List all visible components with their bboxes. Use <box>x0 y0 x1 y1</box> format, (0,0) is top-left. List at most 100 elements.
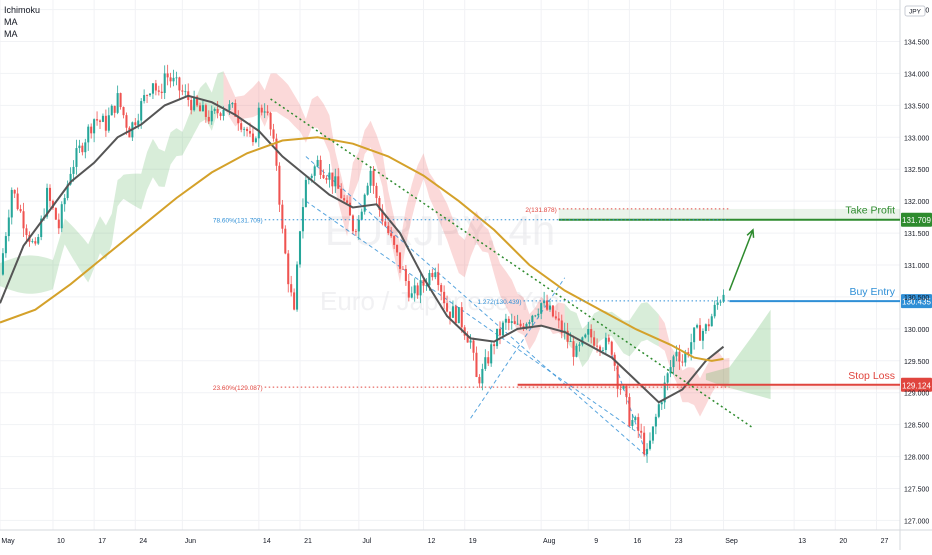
price-tick-label: 129.000 <box>904 391 929 398</box>
take-profit-tag <box>901 212 932 227</box>
candle-body <box>569 341 572 342</box>
time-tick-label: 9 <box>594 538 598 545</box>
candle-body <box>290 284 293 293</box>
candle-body <box>75 148 78 167</box>
candle-body <box>584 334 587 338</box>
candle-body <box>154 83 157 91</box>
candle-body <box>13 189 16 194</box>
candle-body <box>319 159 322 175</box>
candle-body <box>710 316 713 327</box>
candle-body <box>457 307 460 324</box>
time-axis[interactable]: May 10 17 24 Jun 14 21 Jul 12 19 Aug 9 16 23 Sep 13 20 27 <box>1 538 888 545</box>
candle-body <box>643 432 646 455</box>
indicator-label-ichimoku[interactable]: Ichimoku <box>4 5 41 15</box>
candle-body <box>16 193 19 210</box>
candle-body <box>4 236 7 254</box>
candle-body <box>169 77 172 82</box>
candle-body <box>251 133 254 143</box>
candle-body <box>301 207 304 232</box>
candle-body <box>434 272 437 278</box>
candle-body <box>193 96 196 111</box>
candle-body <box>557 318 560 321</box>
candle-body <box>528 322 531 324</box>
candle-body <box>425 285 428 287</box>
price-axis[interactable]: 127.000 127.500 128.000 128.500 129.000 129.5… <box>904 5 929 525</box>
candle-body <box>84 142 87 153</box>
candle-body <box>304 179 307 208</box>
candle-body <box>669 367 672 374</box>
cloud-segment <box>0 71 224 294</box>
downtrend-line <box>270 98 754 429</box>
candle-body <box>678 351 681 362</box>
candle-body <box>366 185 369 195</box>
candle-body <box>257 107 260 139</box>
candle-body <box>201 105 204 112</box>
candle-body <box>7 217 10 237</box>
currency-badge-text: JPY <box>909 9 922 16</box>
candle-body <box>134 122 137 126</box>
candle-body <box>34 241 37 244</box>
candle-body <box>398 252 402 269</box>
candle-body <box>416 285 419 296</box>
cloud-segment <box>411 153 565 350</box>
candle-body <box>37 237 40 244</box>
candle-body <box>113 105 116 113</box>
candle-body <box>666 373 669 383</box>
candle-body <box>675 351 678 357</box>
candle-body <box>604 337 607 351</box>
cloud-segment <box>658 314 730 417</box>
candle-body <box>701 330 704 341</box>
candle-body <box>516 323 519 325</box>
candle-body <box>540 303 543 314</box>
candle-body <box>69 173 72 185</box>
candle-body <box>363 194 366 212</box>
candle-body <box>60 204 63 229</box>
candle-body <box>204 105 207 117</box>
candle-body <box>240 123 243 130</box>
candle-body <box>487 357 490 364</box>
buy-entry-label: Buy Entry <box>849 286 895 298</box>
time-tick-label: 21 <box>304 538 312 545</box>
candle-body <box>337 176 340 189</box>
candle-body <box>96 119 99 121</box>
candle-body <box>448 311 452 318</box>
stop-loss-label: Stop Loss <box>848 370 895 382</box>
candle-body <box>110 105 113 116</box>
candle-body <box>693 327 696 343</box>
candle-body <box>354 231 357 233</box>
projection-arrow-head <box>746 228 755 238</box>
indicator-label-ma-1[interactable]: MA <box>4 17 18 27</box>
candle-body <box>663 382 666 403</box>
candle-body <box>107 115 110 131</box>
candle-body <box>513 321 516 324</box>
candle-body <box>510 321 513 323</box>
time-tick-label: 17 <box>98 538 106 545</box>
candle-body <box>222 109 225 116</box>
currency-badge <box>904 5 926 17</box>
candle-body <box>22 211 25 229</box>
candle-body <box>443 291 446 304</box>
time-tick-label: 14 <box>263 538 271 545</box>
candle-body <box>446 303 449 312</box>
candle-body <box>198 105 202 112</box>
candle-body <box>128 127 131 138</box>
candle-body <box>348 202 352 216</box>
candlestick-series <box>1 64 725 463</box>
candle-body <box>125 115 128 128</box>
candle-body <box>610 341 613 355</box>
moving-average-lines <box>0 94 725 404</box>
fib-label: 78.60%(131.709) <box>213 218 263 225</box>
candle-body <box>484 357 487 369</box>
candle-body <box>381 209 384 222</box>
candle-body <box>501 322 504 336</box>
candle-body <box>272 129 275 139</box>
candle-body <box>101 115 104 122</box>
candle-body <box>560 320 563 334</box>
candle-body <box>519 323 522 327</box>
candle-body <box>360 211 363 220</box>
candle-body <box>598 346 602 351</box>
candle-body <box>551 305 554 317</box>
fib-label: 2(131.878) <box>525 207 556 214</box>
indicator-label-ma-2[interactable]: MA <box>4 29 18 39</box>
